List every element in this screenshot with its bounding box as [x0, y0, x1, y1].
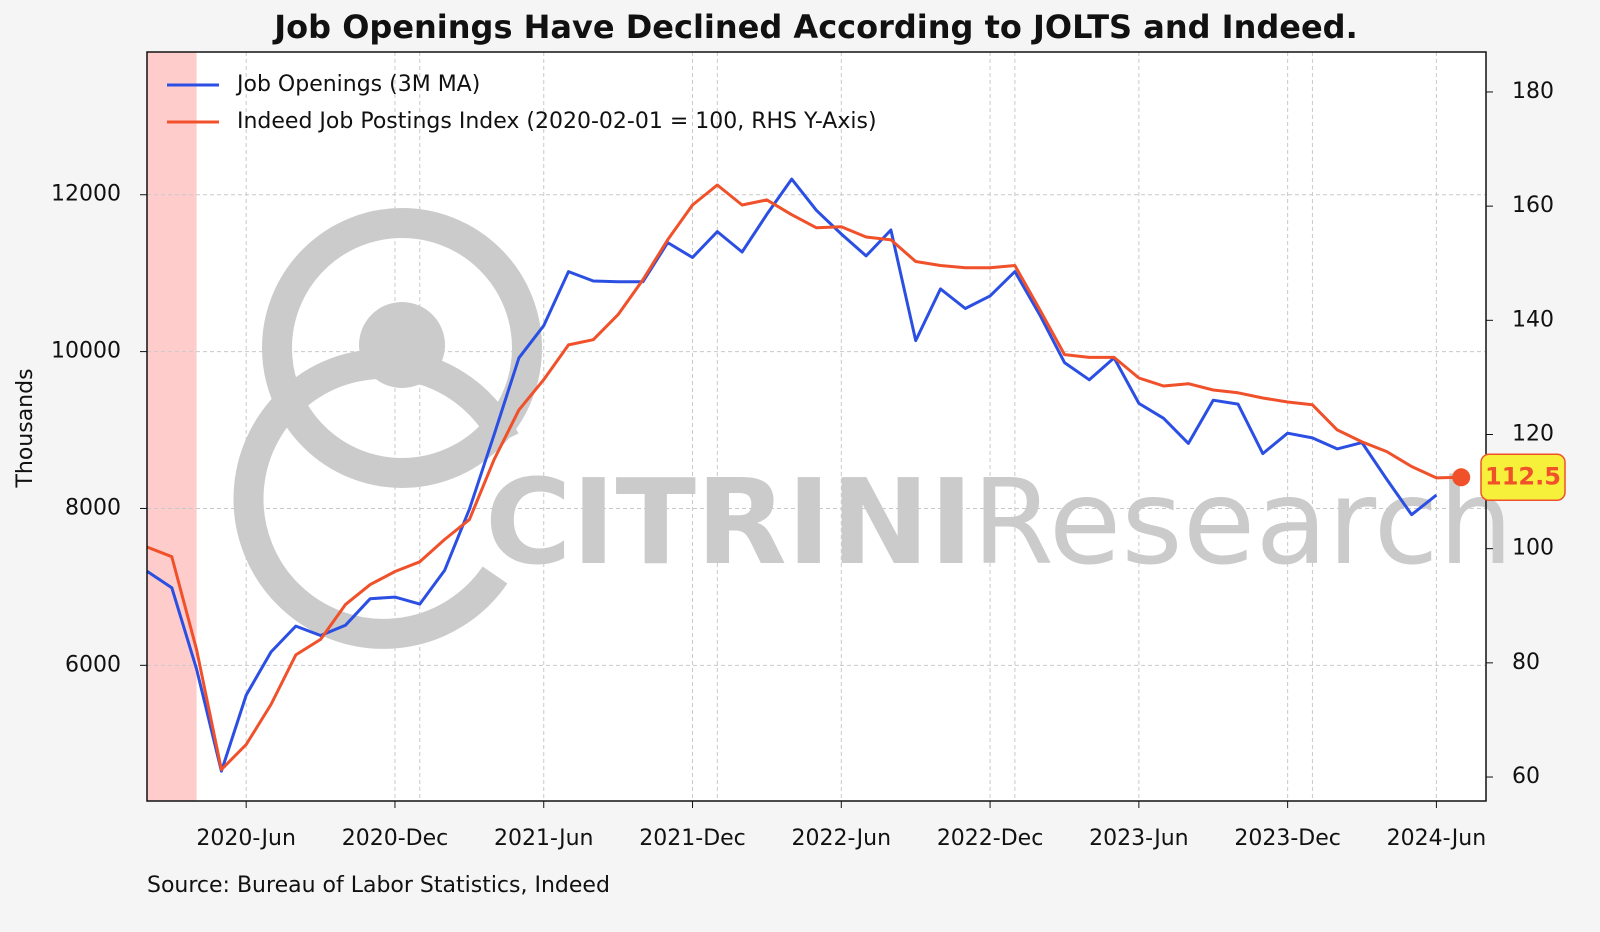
x-tick-label: 2020-Dec [342, 826, 449, 851]
y-tick-label: 12000 [51, 182, 121, 207]
source-note: Source: Bureau of Labor Statistics, Inde… [147, 873, 610, 898]
series-line [146, 177, 1438, 773]
y2-tick-label: 80 [1512, 650, 1540, 675]
end-label-box [1480, 453, 1566, 502]
x-tick-label: 2022-Dec [937, 826, 1044, 851]
x-tick-label: 2020-Jun [196, 826, 296, 851]
end-marker [1452, 468, 1471, 487]
plot-area [147, 52, 1486, 801]
y-tick-label: 10000 [51, 339, 121, 364]
chart-title: Job Openings Have Declined According to … [272, 8, 1357, 46]
x-tick-label: 2021-Dec [639, 826, 746, 851]
y2-tick-label: 120 [1512, 421, 1554, 446]
y-tick-label: 8000 [65, 495, 121, 520]
logo-arc [233, 348, 519, 649]
y-tick-label: 6000 [65, 652, 121, 677]
legend-label: Indeed Job Postings Index (2020-02-01 = … [237, 109, 877, 134]
legend-label: Job Openings (3M MA) [235, 72, 480, 97]
y2-tick-label: 140 [1512, 307, 1554, 332]
y2-tick-label: 60 [1512, 764, 1540, 789]
x-tick-label: 2023-Jun [1089, 826, 1189, 851]
y2-tick-label: 160 [1512, 193, 1554, 218]
x-tick-label: 2024-Jun [1387, 826, 1487, 851]
watermark-text: CITRINI [485, 453, 973, 591]
y-axis-label: Thousands [13, 368, 38, 488]
y2-tick-label: 180 [1512, 79, 1554, 104]
shaded-region [147, 52, 197, 801]
y2-tick-label: 100 [1512, 536, 1554, 561]
watermark: CITRINI Research [233, 208, 1513, 649]
plot-frame [146, 51, 1487, 802]
series-line [146, 183, 1462, 772]
watermark-text: Research [972, 453, 1513, 591]
x-tick-label: 2022-Jun [792, 826, 892, 851]
end-label: 112.5 [1485, 462, 1561, 490]
x-tick-label: 2023-Dec [1234, 826, 1341, 851]
x-tick-label: 2021-Jun [494, 826, 594, 851]
